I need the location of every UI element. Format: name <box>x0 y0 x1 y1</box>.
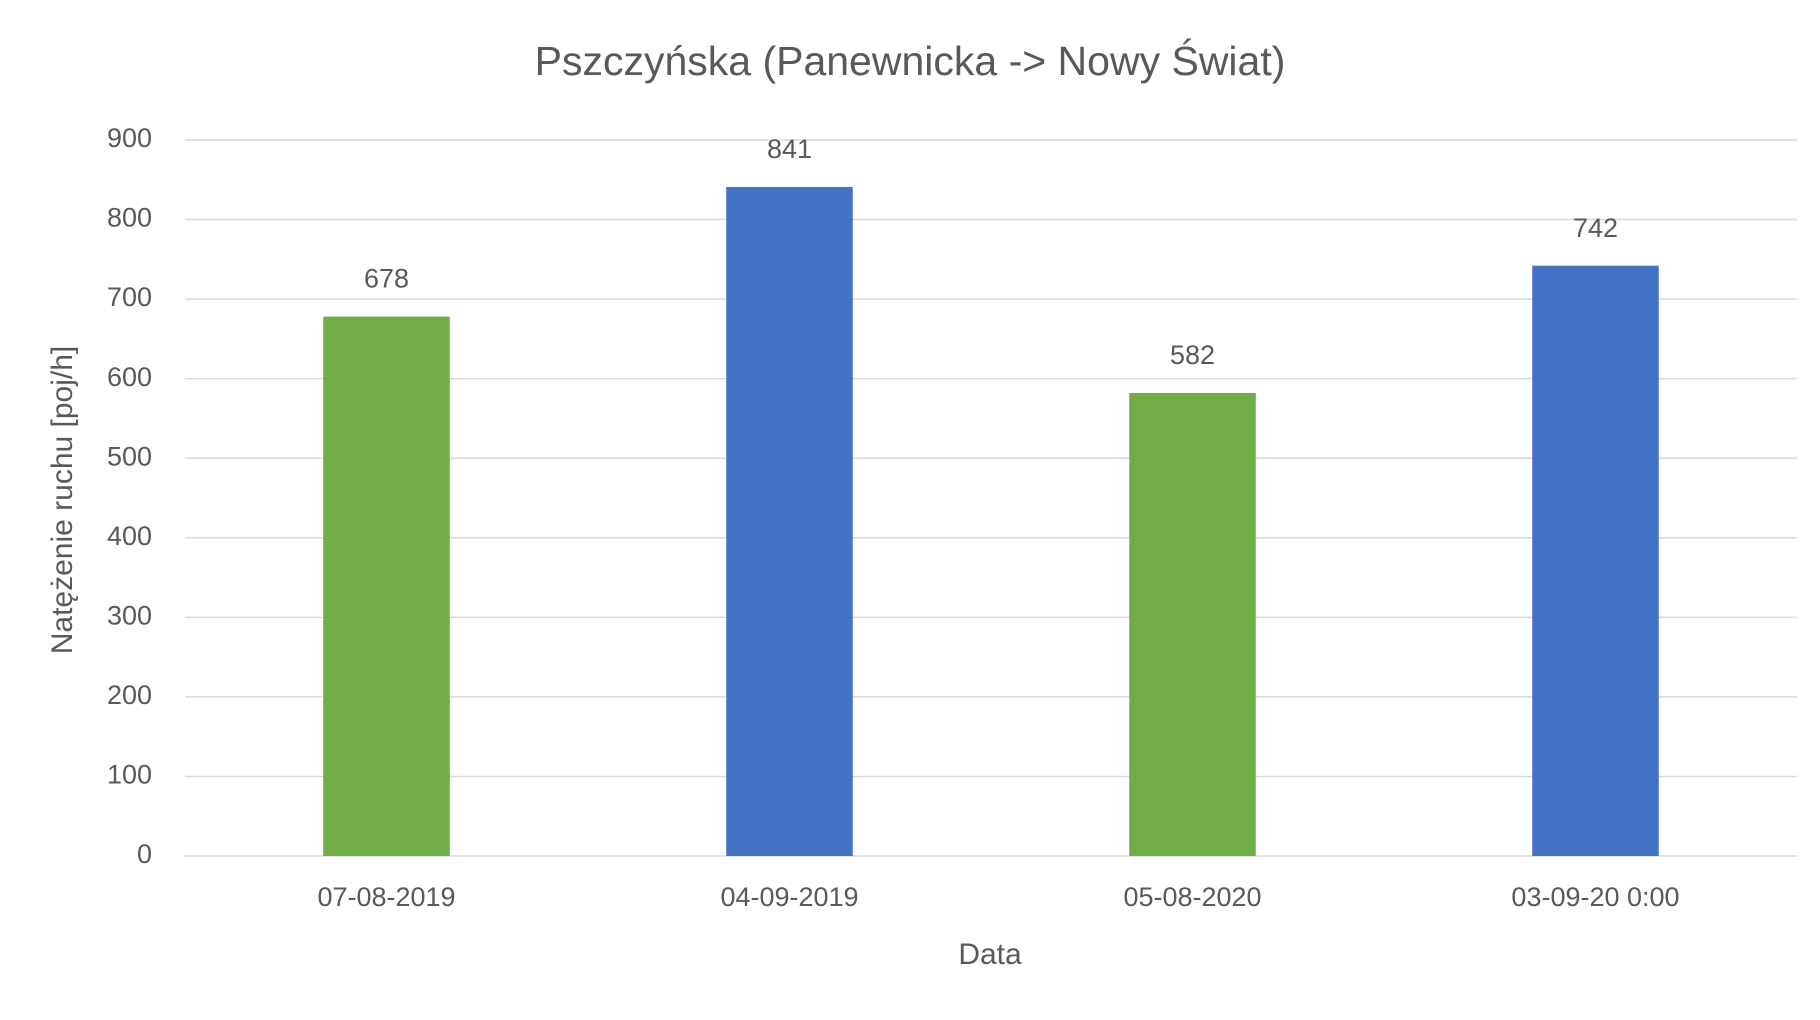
y-tick-label: 400 <box>107 521 152 551</box>
y-tick-label: 300 <box>107 600 152 630</box>
y-tick-label: 100 <box>107 760 152 790</box>
bar <box>1532 265 1659 857</box>
y-tick-label: 500 <box>107 441 152 471</box>
x-axis-title: Data <box>958 938 1022 971</box>
data-label: 582 <box>1170 340 1215 370</box>
bar <box>323 316 450 856</box>
x-tick-label: 05-08-2020 <box>1123 882 1261 912</box>
x-tick-label: 04-09-2019 <box>720 882 858 912</box>
data-label: 678 <box>364 264 409 294</box>
y-tick-label: 900 <box>107 123 152 153</box>
x-tick-label: 03-09-20 0:00 <box>1511 882 1679 912</box>
data-label: 841 <box>767 134 812 164</box>
data-label: 742 <box>1573 213 1618 243</box>
y-tick-label: 200 <box>107 680 152 710</box>
y-tick-label: 600 <box>107 362 152 392</box>
chart-title: Pszczyńska (Panewnicka -> Nowy Świat) <box>535 38 1286 84</box>
x-tick-label: 07-08-2019 <box>317 882 455 912</box>
y-tick-label: 700 <box>107 282 152 312</box>
bar <box>1129 392 1256 856</box>
y-tick-label: 800 <box>107 203 152 233</box>
bar <box>726 186 853 857</box>
y-axis-title: Natężenie ruchu [poj/h] <box>46 346 79 655</box>
y-tick-label: 0 <box>137 839 152 869</box>
